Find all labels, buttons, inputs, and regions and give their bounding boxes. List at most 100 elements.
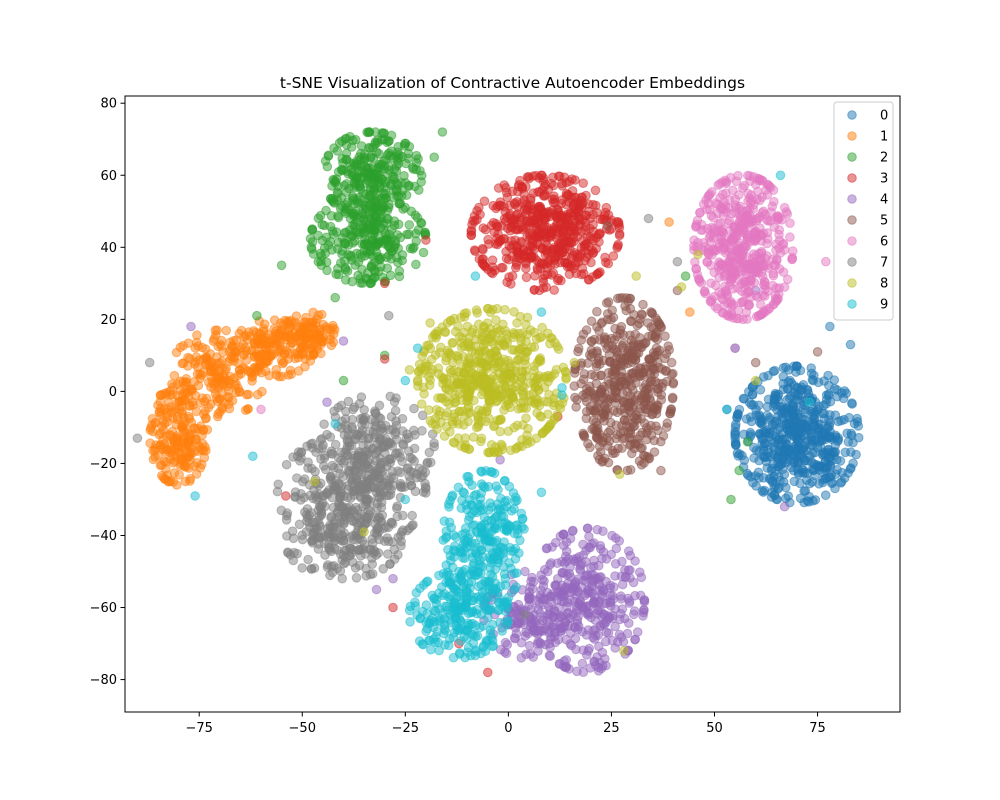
data-point [549, 285, 560, 295]
data-point [219, 398, 229, 408]
data-point [252, 310, 262, 321]
data-point [148, 454, 159, 465]
data-point [306, 564, 317, 574]
data-point [147, 413, 158, 424]
data-point [361, 478, 372, 489]
data-point [296, 495, 306, 505]
data-point [318, 336, 328, 347]
data-point [601, 627, 612, 638]
data-point [430, 413, 441, 424]
data-point [733, 283, 743, 294]
data-point [494, 340, 505, 351]
data-point [770, 466, 781, 477]
data-point [616, 632, 627, 643]
data-point [601, 334, 612, 345]
data-point [651, 329, 661, 339]
data-point [359, 539, 370, 550]
data-point [824, 415, 834, 425]
data-point [379, 278, 390, 289]
data-point [758, 280, 769, 290]
data-point [416, 217, 426, 228]
data-point [165, 454, 176, 465]
data-point [427, 332, 438, 343]
data-point [193, 380, 204, 391]
data-point [472, 308, 483, 318]
data-point [236, 325, 247, 336]
data-point [308, 493, 319, 504]
data-point [785, 375, 795, 386]
data-point [333, 402, 344, 413]
data-point [602, 343, 612, 354]
data-point [647, 308, 658, 319]
data-point [742, 288, 753, 298]
data-point [374, 493, 385, 503]
points-layer [132, 127, 864, 678]
data-point [607, 635, 618, 646]
data-point [749, 442, 759, 453]
data-point [639, 396, 650, 407]
data-point [539, 191, 550, 201]
data-point [597, 317, 608, 328]
data-point [374, 463, 385, 473]
data-point [741, 414, 752, 424]
data-point [397, 456, 407, 467]
data-point [213, 409, 223, 419]
data-point [635, 333, 645, 343]
data-point [316, 348, 326, 359]
data-point [734, 465, 745, 476]
data-point [639, 597, 650, 607]
data-point [579, 369, 590, 379]
data-point [779, 282, 790, 292]
series-1 [145, 217, 695, 490]
data-point [217, 380, 228, 390]
data-point [549, 631, 560, 642]
data-point [397, 413, 408, 424]
data-point [793, 383, 803, 393]
data-point [354, 448, 365, 458]
data-point [776, 438, 787, 448]
data-point [482, 361, 493, 371]
data-point [570, 633, 581, 644]
data-point [337, 201, 347, 212]
data-point [751, 410, 762, 420]
data-point [589, 656, 599, 667]
data-point [561, 655, 572, 665]
data-point [587, 272, 598, 282]
data-point [616, 372, 626, 382]
data-point [520, 566, 530, 577]
data-point [556, 210, 567, 220]
data-point [756, 246, 767, 257]
data-point [363, 223, 373, 234]
data-point [662, 418, 673, 428]
data-point [315, 210, 326, 221]
data-point [155, 428, 166, 438]
data-point [350, 563, 361, 573]
data-point [586, 337, 597, 347]
data-point [577, 626, 588, 637]
data-point [725, 172, 736, 183]
data-point [412, 375, 423, 386]
data-point [531, 376, 541, 386]
data-point [384, 310, 394, 321]
data-point [640, 451, 650, 461]
data-point [784, 445, 795, 456]
data-point [360, 463, 370, 473]
data-point [650, 402, 660, 412]
data-point [836, 388, 847, 398]
data-point [145, 425, 156, 435]
data-point [617, 604, 628, 614]
data-point [468, 432, 479, 442]
data-point [440, 327, 451, 338]
data-point [738, 296, 749, 307]
data-point [193, 424, 203, 434]
data-point [551, 364, 562, 375]
data-point [666, 404, 676, 415]
data-point [343, 429, 354, 440]
data-point [158, 443, 168, 453]
data-point [762, 452, 773, 462]
data-point [545, 642, 555, 653]
data-point [327, 567, 338, 578]
data-point [313, 544, 324, 554]
data-point [628, 577, 639, 588]
data-point [656, 395, 667, 405]
